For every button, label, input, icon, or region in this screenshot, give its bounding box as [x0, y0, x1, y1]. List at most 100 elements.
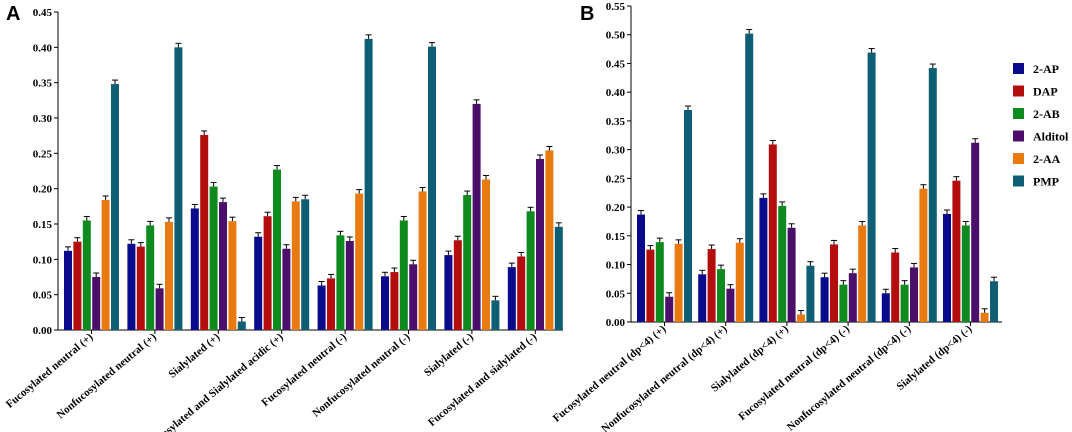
bar [301, 199, 310, 330]
bar [507, 267, 516, 330]
y-tick-label: 0.45 [606, 58, 626, 70]
legend-label: DAP [1033, 85, 1058, 99]
x-tick-label: Fucosylated and sialylated (-) [426, 331, 540, 429]
x-tick-label: Fucosylated and Sialylated acidic (+) [146, 331, 286, 432]
bar [735, 242, 744, 322]
y-tick-label: 0.00 [33, 325, 53, 337]
y-tick-label: 0.30 [33, 113, 53, 125]
bar [317, 285, 326, 330]
legend-swatch [1013, 85, 1024, 97]
legend-swatch [1013, 130, 1024, 142]
bar [273, 169, 281, 330]
bar [881, 293, 890, 322]
bar [674, 243, 683, 322]
bar [263, 216, 272, 330]
y-tick-label: 0.30 [606, 145, 626, 157]
bar [867, 52, 876, 323]
bar [517, 256, 526, 330]
bar [82, 220, 91, 330]
bar [399, 220, 408, 330]
bar [228, 221, 237, 330]
y-tick-label: 0.35 [33, 78, 53, 90]
bar [73, 241, 82, 330]
bar [952, 180, 961, 322]
bar [787, 227, 796, 322]
x-tick-label: Sialylated (+) [166, 331, 222, 381]
bar [891, 252, 900, 322]
bar [848, 273, 857, 322]
y-tick-label: 0.20 [606, 202, 626, 214]
bar [174, 47, 183, 330]
bar [136, 246, 145, 330]
bar [536, 158, 544, 330]
bar [806, 265, 815, 322]
bar [698, 274, 707, 322]
y-tick-label: 0.40 [33, 42, 53, 54]
x-tick-label: Nonfucosylated neutral (+) [55, 331, 160, 421]
bar [381, 276, 389, 330]
bar [797, 314, 805, 322]
bar [327, 278, 335, 330]
bar [364, 38, 373, 330]
y-tick-label: 0.15 [606, 231, 626, 243]
x-tick-label: Fucosylated neutral (dp<4) (-) [736, 323, 852, 423]
bar [282, 248, 291, 330]
bar [943, 213, 951, 322]
bar [254, 236, 263, 330]
x-tick-label: Fucosylated neutral (dp<4) (+) [551, 323, 669, 425]
y-tick-label: 0.05 [606, 288, 626, 300]
bar [64, 250, 72, 330]
bar [146, 225, 155, 330]
bar [291, 201, 300, 330]
bar [444, 255, 453, 330]
bar [463, 195, 472, 330]
y-tick-label: 0.40 [606, 87, 626, 99]
bar [345, 240, 354, 330]
y-tick-label: 0.55 [606, 1, 626, 13]
legend-label: Alditol [1033, 130, 1069, 144]
bar [637, 214, 645, 322]
bar [900, 284, 909, 322]
bar [768, 144, 777, 322]
bar [778, 205, 787, 322]
bar [200, 134, 209, 330]
bar [336, 235, 345, 330]
panel-label-a: A [6, 3, 20, 25]
bar [453, 240, 462, 330]
bar [655, 242, 664, 322]
legend-swatch [1013, 175, 1024, 187]
legend-swatch [1013, 153, 1024, 164]
bar [355, 193, 364, 330]
bar [545, 150, 554, 330]
bar [980, 312, 989, 322]
y-tick-label: 0.20 [33, 184, 53, 196]
bar [830, 244, 838, 322]
bar [971, 142, 980, 322]
y-tick-label: 0.50 [606, 30, 626, 42]
bar [961, 225, 970, 322]
bar [428, 46, 436, 330]
bar [554, 226, 563, 330]
y-tick-label: 0.25 [33, 148, 53, 160]
bar [472, 103, 481, 330]
legend-label: 2-AB [1033, 107, 1060, 121]
bar [665, 296, 674, 322]
bar [745, 33, 754, 322]
legend-label: PMP [1033, 175, 1059, 189]
bar [858, 225, 867, 322]
bar [990, 281, 998, 322]
bar [726, 288, 735, 322]
x-tick-label: Nonfucosylated neutral (dp<4) (+) [599, 323, 730, 432]
bar [684, 109, 692, 322]
y-tick-label: 0.35 [606, 116, 626, 128]
y-tick-label: 0.00 [606, 317, 626, 329]
bar [928, 68, 937, 323]
y-tick-label: 0.45 [33, 7, 53, 19]
bar [111, 84, 119, 330]
y-tick-label: 0.05 [33, 290, 53, 302]
bar [820, 277, 829, 322]
panel-label-b: B [580, 3, 594, 25]
legend-label: 2-AP [1033, 62, 1059, 76]
bar [910, 267, 918, 322]
